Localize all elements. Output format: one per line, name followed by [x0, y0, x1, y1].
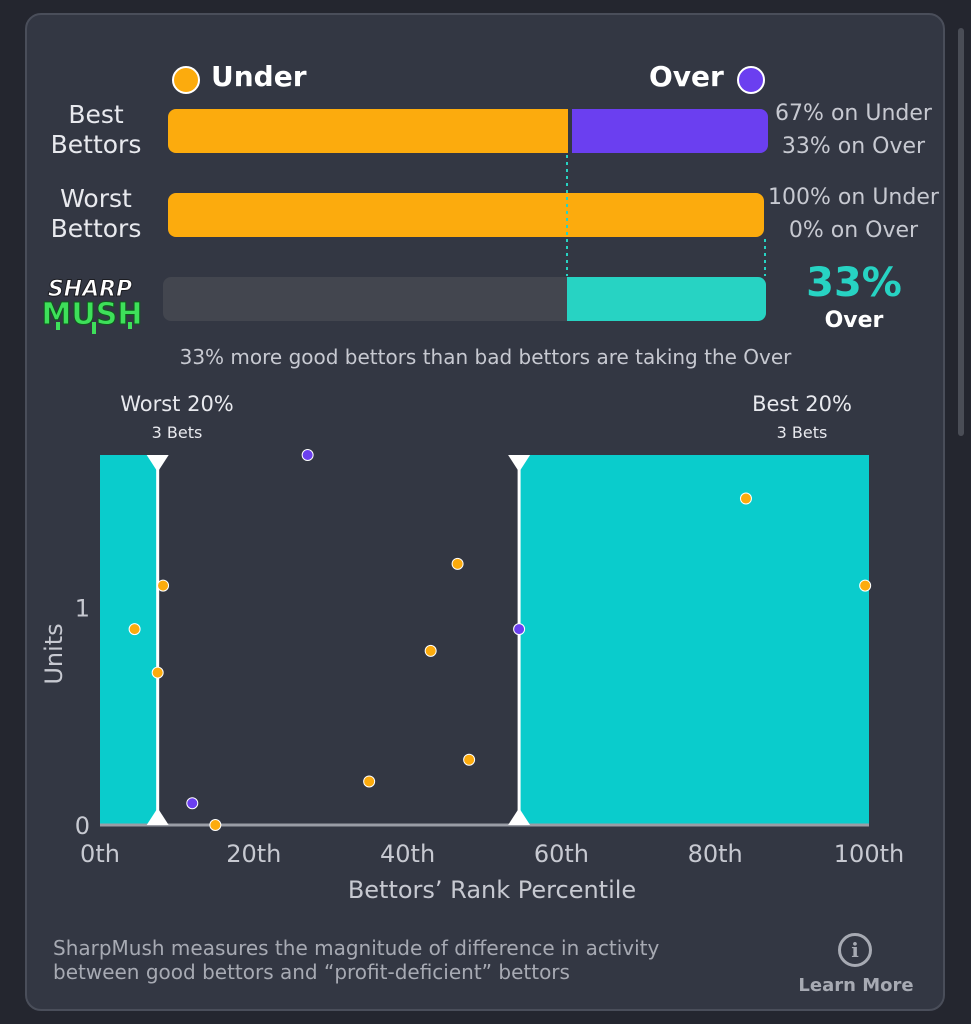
- best-bettors-under-pct: 67% on Under: [775, 101, 932, 126]
- under-legend-label: Under: [211, 60, 307, 93]
- worst-bettors-label-line1: Worst: [60, 184, 132, 213]
- x-tick-label: 80th: [688, 840, 743, 868]
- best-bettors-over-pct: 33% on Over: [781, 134, 926, 159]
- data-point-under: [451, 557, 464, 570]
- points-layer: [128, 449, 872, 831]
- best-bettors-bar: [168, 109, 768, 153]
- best-bettors-label: Best Bettors: [36, 100, 156, 160]
- logo-drip-2: [92, 322, 96, 334]
- scatter-chart: 0th 20th 40th 60th 80th 100th 0 1 Bettors’ Rank…: [40, 449, 905, 904]
- best-region-handle-top-triangle: [508, 455, 531, 472]
- data-point-under: [739, 492, 752, 505]
- ticks-layer: 0th 20th 40th 60th 80th 100th 0 1: [75, 594, 905, 868]
- best-region-handle[interactable]: [508, 455, 531, 825]
- y-tick-label: 1: [75, 594, 90, 622]
- best-bettors-label-line1: Best: [68, 100, 124, 129]
- learn-more-link[interactable]: Learn More: [798, 975, 914, 996]
- worst-region-sublabel: 3 Bets: [151, 423, 203, 442]
- info-icon[interactable]: i: [838, 933, 872, 967]
- best-bettors-under-segment: [168, 109, 568, 153]
- sharpmush-logo-line1: SHARP: [48, 277, 132, 302]
- x-tick-label: 40th: [380, 840, 435, 868]
- worst-region: [100, 455, 158, 825]
- worst-region-handle-bottom-triangle: [146, 808, 169, 825]
- over-legend-label: Over: [649, 60, 724, 93]
- data-point-over: [301, 449, 314, 461]
- worst-bettors-under-pct: 100% on Under: [768, 185, 939, 210]
- summary-caption: 33% more good bettors than bad bettors a…: [179, 345, 792, 369]
- connector-lines: [566, 155, 766, 276]
- y-tick-label: 0: [75, 812, 90, 840]
- x-tick-label: 20th: [226, 840, 281, 868]
- worst-bettors-bar: [168, 193, 764, 237]
- sharpmush-logo: SHARP MUSH: [41, 277, 143, 334]
- best-bettors-label-line2: Bettors: [50, 130, 142, 159]
- regions-layer: [100, 455, 869, 825]
- data-point-over: [186, 797, 199, 810]
- sharpmush-bar: [163, 277, 766, 321]
- worst-bettors-over-pct: 0% on Over: [788, 218, 919, 243]
- footer-text-line2: between good bettors and “profit-deficie…: [53, 960, 570, 984]
- handles-layer: [146, 455, 531, 825]
- data-point-under: [151, 666, 164, 679]
- data-point-under: [157, 579, 170, 592]
- data-point-under: [463, 753, 476, 766]
- best-bettors-pct: 67% on Under 33% on Over: [766, 97, 941, 163]
- worst-bettors-label: Worst Bettors: [36, 184, 156, 244]
- logo-drip-1: [56, 322, 60, 330]
- data-point-over: [513, 623, 526, 636]
- worst-region-handle[interactable]: [146, 455, 169, 825]
- footer-description: SharpMush measures the magnitude of diff…: [53, 936, 659, 984]
- logo-drip-3: [128, 322, 132, 329]
- best-bettors-over-segment: [572, 109, 768, 153]
- data-point-under: [128, 623, 141, 636]
- worst-region-label: Worst 20%: [120, 392, 234, 416]
- y-axis-label: Units: [40, 623, 68, 684]
- over-legend-dot: [737, 66, 765, 94]
- x-tick-label: 100th: [834, 840, 904, 868]
- x-tick-label: 60th: [534, 840, 589, 868]
- data-point-under: [209, 819, 222, 831]
- footer-text-line1: SharpMush measures the magnitude of diff…: [53, 936, 660, 960]
- x-axis-label: Bettors’ Rank Percentile: [348, 876, 636, 904]
- x-tick-label: 0th: [80, 840, 120, 868]
- best-region-label: Best 20%: [752, 392, 852, 416]
- under-legend-dot: [172, 66, 200, 94]
- sharpmush-side-label: Over: [824, 308, 884, 333]
- worst-bettors-label-line2: Bettors: [50, 214, 142, 243]
- best-region-handle-bottom-triangle: [508, 808, 531, 825]
- best-region-sublabel: 3 Bets: [776, 423, 828, 442]
- data-point-under: [363, 775, 376, 788]
- data-point-under: [859, 579, 872, 592]
- best-region: [519, 455, 869, 825]
- data-point-under: [424, 644, 437, 657]
- scrollbar-thumb[interactable]: [958, 28, 964, 436]
- worst-bettors-under-segment: [168, 193, 764, 237]
- sharpmush-value: 33%: [806, 260, 902, 306]
- worst-bettors-pct: 100% on Under 0% on Over: [766, 181, 941, 247]
- sharpmush-over-segment: [567, 277, 766, 321]
- worst-region-handle-top-triangle: [146, 455, 169, 472]
